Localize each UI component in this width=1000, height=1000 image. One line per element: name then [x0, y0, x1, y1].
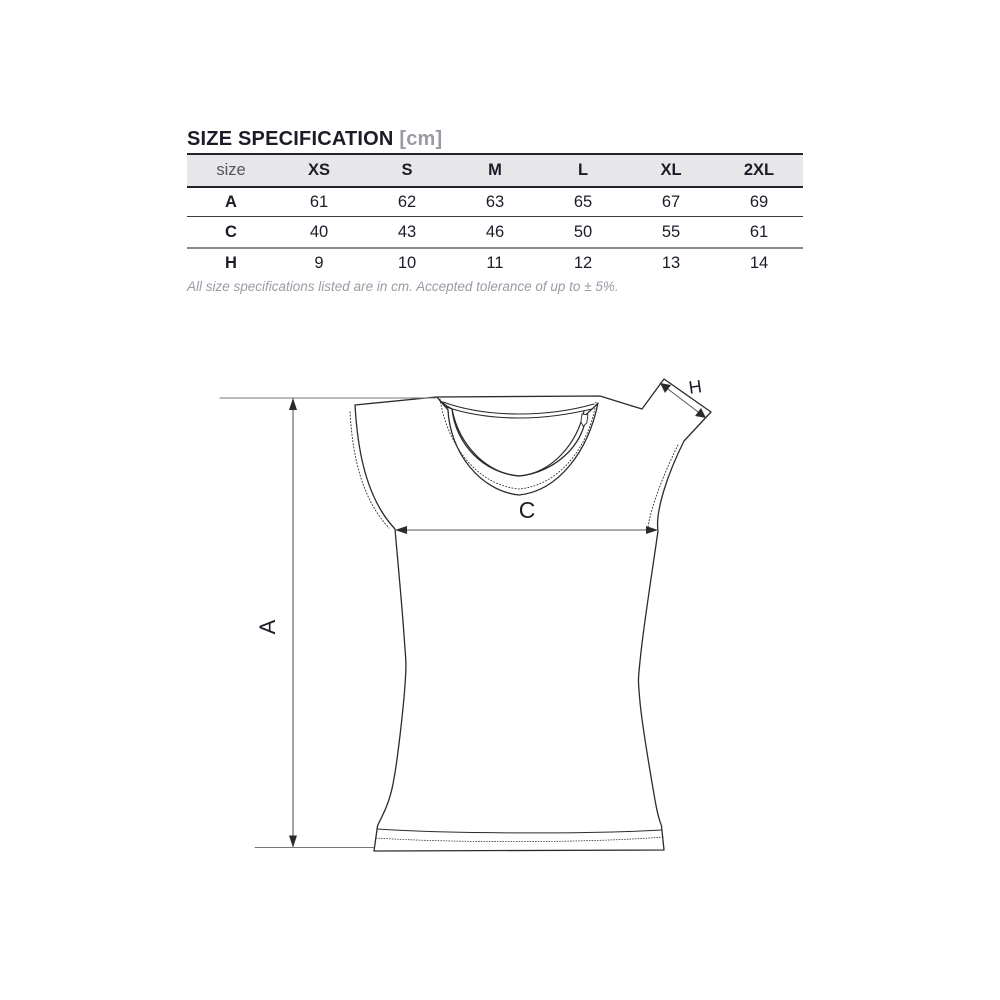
- svg-text:C: C: [519, 497, 536, 523]
- svg-text:A: A: [255, 619, 280, 634]
- svg-text:H: H: [687, 376, 703, 398]
